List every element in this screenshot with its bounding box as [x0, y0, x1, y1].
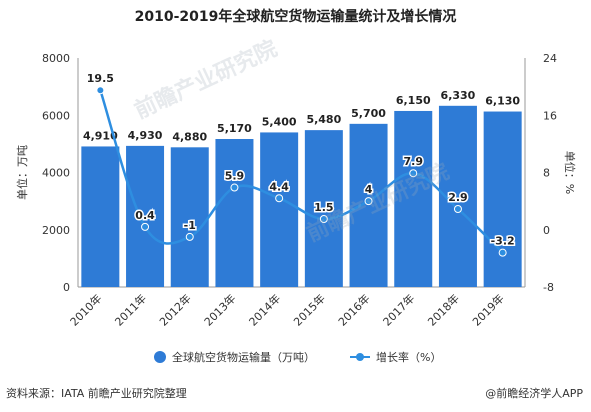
y2-tick-label: 8	[543, 167, 550, 180]
growth-rate-point	[364, 197, 373, 206]
growth-rate-point	[96, 86, 105, 95]
y-tick-label: 0	[63, 281, 70, 294]
bar-value-label: 4,880	[172, 130, 207, 143]
x-tick-label: 2015年	[290, 291, 327, 328]
y-tick-label: 8000	[42, 52, 70, 65]
y2-tick-label: -8	[543, 281, 554, 294]
growth-rate-point	[319, 215, 328, 224]
bar	[260, 132, 299, 287]
bar-value-label: 5,700	[351, 107, 386, 120]
bar	[126, 145, 165, 287]
bar-value-label: 4,910	[83, 129, 118, 142]
growth-rate-label: 19.5	[87, 72, 114, 85]
bar-value-label: 6,130	[485, 95, 520, 108]
growth-rate-point	[230, 183, 239, 192]
growth-rate-label: 1.5	[314, 201, 334, 214]
legend-line-label: 增长率（%）	[376, 350, 441, 364]
brand-credit: @前瞻经济学人APP	[485, 387, 583, 400]
growth-rate-label: -1	[184, 219, 196, 232]
bar	[170, 147, 209, 287]
x-tick-label: 2010年	[67, 291, 104, 328]
bar	[483, 111, 522, 287]
bar	[81, 146, 120, 287]
bar-value-label: 5,480	[306, 113, 341, 126]
x-tick-label: 2019年	[469, 291, 506, 328]
bar-value-label: 6,330	[441, 89, 476, 102]
x-tick-label: 2011年	[112, 291, 149, 328]
growth-rate-label: 4	[365, 183, 373, 196]
y2-tick-label: 0	[543, 224, 550, 237]
y-tick-label: 2000	[42, 224, 70, 237]
legend-bar-label: 全球航空货物运输量（万吨）	[172, 350, 315, 364]
y-tick-label: 6000	[42, 109, 70, 122]
bar-value-label: 6,150	[396, 94, 431, 107]
y2-tick-label: 24	[543, 52, 557, 65]
bar-value-label: 5,170	[217, 122, 252, 135]
bar-value-label: 5,400	[262, 115, 297, 128]
bar	[394, 110, 433, 287]
growth-rate-point	[275, 194, 284, 203]
x-tick-label: 2018年	[425, 291, 462, 328]
growth-rate-point	[141, 222, 150, 231]
growth-rate-label: 7.9	[404, 155, 424, 168]
y-tick-label: 4000	[42, 167, 70, 180]
bar	[215, 139, 254, 287]
y2-tick-label: 16	[543, 109, 557, 122]
growth-rate-point	[453, 204, 462, 213]
growth-rate-label: 5.9	[225, 170, 245, 183]
x-tick-label: 2017年	[380, 291, 417, 328]
x-tick-label: 2014年	[246, 291, 283, 328]
bar-value-label: 4,930	[128, 129, 163, 142]
bar	[304, 130, 343, 287]
legend-bar-swatch	[154, 351, 166, 363]
bar	[349, 123, 388, 288]
legend-line-marker	[356, 353, 364, 361]
y-axis-title: 单位：万吨	[15, 145, 29, 200]
x-tick-label: 2012年	[156, 291, 193, 328]
x-tick-label: 2013年	[201, 291, 238, 328]
growth-rate-point	[185, 232, 194, 241]
source-note: 资料来源：IATA 前瞻产业研究院整理	[6, 387, 187, 400]
growth-rate-label: 4.4	[269, 180, 289, 193]
growth-rate-label: -3.2	[491, 235, 515, 248]
growth-rate-point	[498, 248, 507, 257]
growth-rate-label: 2.9	[448, 191, 468, 204]
x-tick-label: 2016年	[335, 291, 372, 328]
y2-axis-title: 单位：%	[563, 151, 577, 194]
growth-rate-label: 0.4	[135, 209, 155, 222]
chart-title: 2010-2019年全球航空货物运输量统计及增长情况	[134, 9, 457, 25]
growth-rate-point	[409, 169, 418, 178]
